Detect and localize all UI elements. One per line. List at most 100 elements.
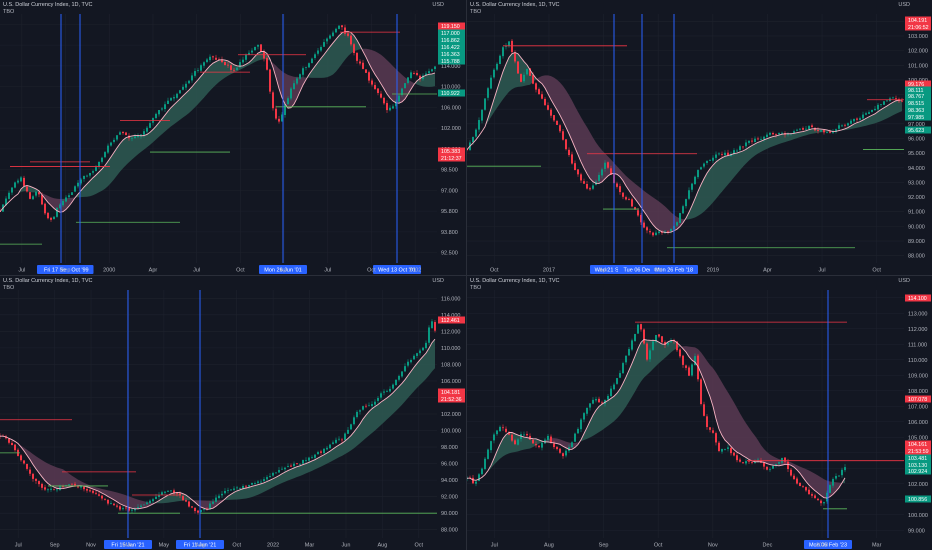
tbo-cloud-segment (405, 375, 408, 402)
candle-body (197, 510, 199, 513)
tbo-cloud-segment (554, 438, 557, 444)
candle-body (766, 466, 768, 470)
tbo-cloud-segment (93, 174, 96, 196)
candle-body (691, 364, 693, 376)
candle-body (35, 191, 37, 196)
tbo-cloud-segment (857, 121, 860, 128)
candle-body (739, 146, 741, 151)
y-tick-label: 114.000 (441, 313, 460, 319)
candle-body (227, 490, 229, 492)
candle-body (35, 478, 37, 481)
candle-body (368, 405, 370, 407)
candle-body (353, 44, 355, 53)
tbo-cloud-segment (782, 133, 785, 143)
tbo-cloud-segment (372, 50, 375, 75)
candle-body (685, 199, 687, 207)
candle-body (595, 399, 597, 401)
plot-background (467, 0, 932, 275)
candle-body (832, 131, 834, 133)
candle-body (838, 125, 840, 129)
candle-body (383, 391, 385, 393)
y-tick-label: 106.000 (441, 379, 461, 385)
tbo-cloud-segment (294, 466, 297, 479)
tbo-cloud-segment (728, 392, 731, 447)
candle-body (649, 350, 651, 360)
tbo-cloud-segment (273, 477, 276, 488)
candle-body (619, 373, 621, 378)
tbo-cloud-segment (836, 482, 839, 492)
candle-body (529, 68, 531, 76)
candle-body (290, 88, 292, 99)
candle-body (14, 444, 16, 451)
candle-body (29, 192, 31, 199)
candle-body (188, 501, 190, 507)
price-label: 100.856 (908, 497, 927, 503)
tbo-cloud-segment (770, 136, 773, 148)
chart-panel-top-left[interactable]: Fri 17 Sep '99 Oct '99 Mon 26 Jun '01 Wed 1… (0, 0, 466, 275)
candle-body (841, 125, 843, 127)
y-tick-label: 113.000 (908, 311, 927, 317)
chart-svg[interactable]: Fri 15 Jan '21 Fri 11 Jun '21 Jul Sep Nov Mar… (0, 276, 466, 550)
candle-body (652, 232, 654, 236)
price-label-bg (905, 440, 931, 448)
tbo-cloud-segment (785, 133, 788, 143)
candle-body (17, 180, 19, 183)
chart-panel-bottom-left[interactable]: Fri 15 Jan '21 Fri 11 Jun '21 Jul Sep Nov Mar… (0, 276, 466, 550)
candle-body (622, 192, 624, 197)
y-tick-label: 94.000 (908, 166, 925, 172)
candle-body (77, 182, 79, 187)
candle-body (589, 188, 591, 190)
price-label-bg (905, 80, 931, 88)
tbo-cloud-segment (614, 163, 617, 175)
tbo-cloud-segment (339, 443, 342, 458)
chart-panel-bottom-right[interactable]: Mon 06 Feb '23 Jul Aug Sep Oct Nov Dec 2023 Mar 1… (467, 276, 932, 550)
tbo-cloud-segment (509, 53, 512, 92)
tbo-cloud-segment (384, 397, 387, 423)
tbo-cloud-segment (563, 440, 566, 448)
plot-background (0, 0, 466, 275)
candle-body (679, 213, 681, 223)
candle-body (353, 417, 355, 425)
candle-body (326, 38, 328, 42)
tbo-cloud-segment (791, 462, 794, 468)
x-tick-label: Oct (654, 543, 663, 549)
tbo-cloud-segment (665, 206, 668, 233)
tbo-cloud-segment (503, 434, 506, 457)
candle-body (380, 393, 382, 398)
tbo-cloud-segment (668, 209, 671, 233)
tbo-cloud-segment (551, 76, 554, 105)
tbo-cloud-segment (893, 100, 896, 116)
candle-body (131, 509, 133, 511)
date-marker-label: Fri 11 Jun '21 (184, 543, 217, 549)
candle-body (365, 69, 367, 73)
tbo-cloud-segment (255, 53, 258, 63)
candle-body (212, 56, 214, 58)
candle-body (484, 98, 486, 110)
candle-body (113, 503, 115, 506)
tbo-cloud-segment (183, 92, 186, 118)
tbo-cloud-segment (354, 427, 357, 449)
candle-body (8, 438, 10, 443)
chart-panel-top-right[interactable]: Wed 21 Sep '16 Tue 06 Dec '16 Mon 26 Feb '… (467, 0, 932, 275)
candle-body (59, 486, 61, 490)
candle-body (619, 186, 621, 193)
x-tick-label: Jul (491, 543, 498, 549)
y-tick-label: 92.000 (441, 495, 458, 501)
tbo-cloud-segment (150, 129, 153, 145)
candle-body (20, 455, 22, 461)
candle-body (56, 489, 58, 491)
candle-body (655, 335, 657, 342)
tbo-cloud-segment (776, 135, 779, 146)
chart-svg[interactable]: Mon 06 Feb '23 Jul Aug Sep Oct Nov Dec 2023 Mar 1… (467, 276, 932, 550)
x-tick-label: Sep (61, 268, 71, 274)
y-tick-label: 108.000 (908, 389, 928, 395)
candle-body (658, 334, 660, 337)
price-label-bg (905, 395, 931, 403)
candle-body (526, 433, 528, 436)
x-tick-label: Jul (193, 268, 200, 274)
candle-body (550, 436, 552, 443)
tbo-cloud-segment (69, 473, 72, 488)
price-label-bg (905, 294, 931, 302)
